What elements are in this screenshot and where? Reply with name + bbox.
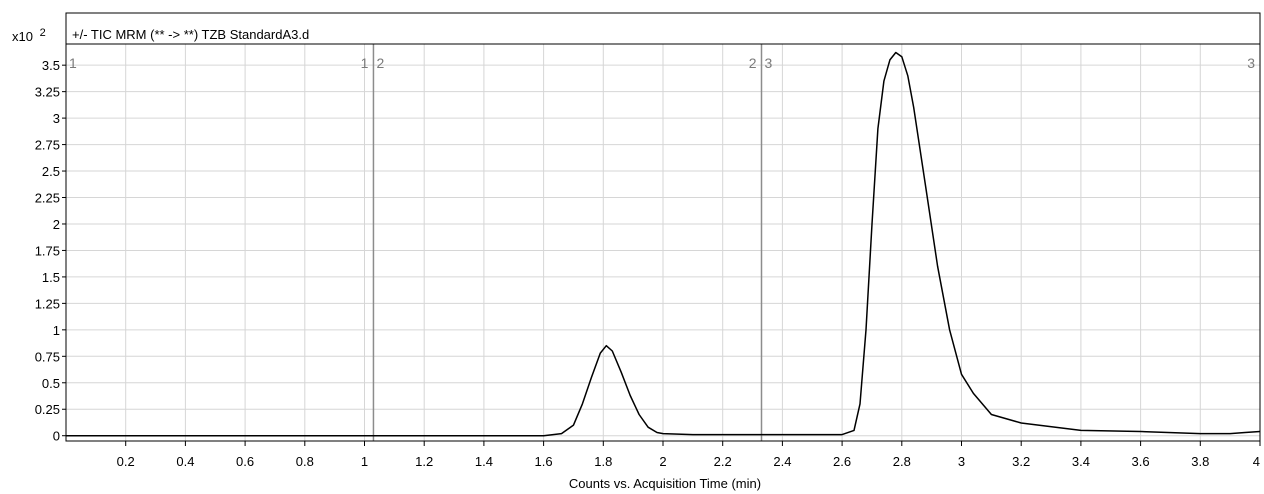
- x-axis-label: Counts vs. Acquisition Time (min): [569, 476, 761, 491]
- x-tick-label: 1.4: [475, 454, 493, 469]
- x-tick-label: 2.6: [833, 454, 851, 469]
- x-tick-label: 3.4: [1072, 454, 1090, 469]
- y-scale-base: x10: [12, 29, 33, 44]
- x-tick-label: 2.2: [714, 454, 732, 469]
- segment-label: 3: [1247, 55, 1255, 71]
- x-tick-label: 3: [958, 454, 965, 469]
- x-tick-label: 0.6: [236, 454, 254, 469]
- segment-label: 2: [376, 55, 384, 71]
- y-tick-label: 3: [53, 111, 60, 126]
- x-tick-label: 3.8: [1191, 454, 1209, 469]
- y-tick-label: 0.5: [42, 376, 60, 391]
- y-scale-label: x10 2: [12, 27, 46, 44]
- x-tick-label: 0.4: [176, 454, 194, 469]
- segment-label: 1: [361, 55, 369, 71]
- y-tick-label: 0.25: [35, 402, 60, 417]
- segment-label: 3: [765, 55, 773, 71]
- y-tick-label: 0: [53, 429, 60, 444]
- y-tick-label: 2.5: [42, 164, 60, 179]
- series-line: [66, 51, 1261, 437]
- x-tick-label: 1.8: [594, 454, 612, 469]
- y-tick-label: 3.5: [42, 58, 60, 73]
- x-tick-label: 0.2: [117, 454, 135, 469]
- y-axis-ticks: 0 0.25 0.5 0.75 1 1.25 1.5 1.75 2 2.25 2.5 2.75 3 3.2…: [35, 58, 66, 444]
- segment-label: 2: [749, 55, 757, 71]
- y-tick-label: 1.5: [42, 270, 60, 285]
- y-tick-label: 2.25: [35, 191, 60, 206]
- x-tick-label: 2: [659, 454, 666, 469]
- y-tick-label: 1.75: [35, 243, 60, 258]
- y-tick-label: 1: [53, 323, 60, 338]
- x-tick-label: 1.2: [415, 454, 433, 469]
- y-tick-label: 1.25: [35, 296, 60, 311]
- x-tick-label: 2.8: [893, 454, 911, 469]
- x-tick-label: 1: [361, 454, 368, 469]
- y-tick-label: 3.25: [35, 85, 60, 100]
- x-tick-label: 0.8: [296, 454, 314, 469]
- x-tick-label: 4: [1253, 454, 1260, 469]
- y-tick-label: 0.75: [35, 349, 60, 364]
- x-tick-label: 2.4: [773, 454, 791, 469]
- chart-title: +/- TIC MRM (** -> **) TZB StandardA3.d: [72, 27, 309, 42]
- y-tick-label: 2.75: [35, 138, 60, 153]
- y-scale-exponent: 2: [40, 27, 46, 39]
- segment-label: 1: [69, 55, 77, 71]
- series-layer: [66, 51, 1261, 437]
- x-tick-label: 1.6: [535, 454, 553, 469]
- x-tick-label: 3.2: [1012, 454, 1030, 469]
- x-axis-ticks: 0.2 0.4 0.6 0.8 1 1.2 1.4 1.6 1.8 2 2.2 2.4 2.6 2.8 3 3…: [117, 441, 1261, 469]
- grid: [66, 44, 1261, 441]
- x-tick-label: 3.6: [1132, 454, 1150, 469]
- y-tick-label: 2: [53, 217, 60, 232]
